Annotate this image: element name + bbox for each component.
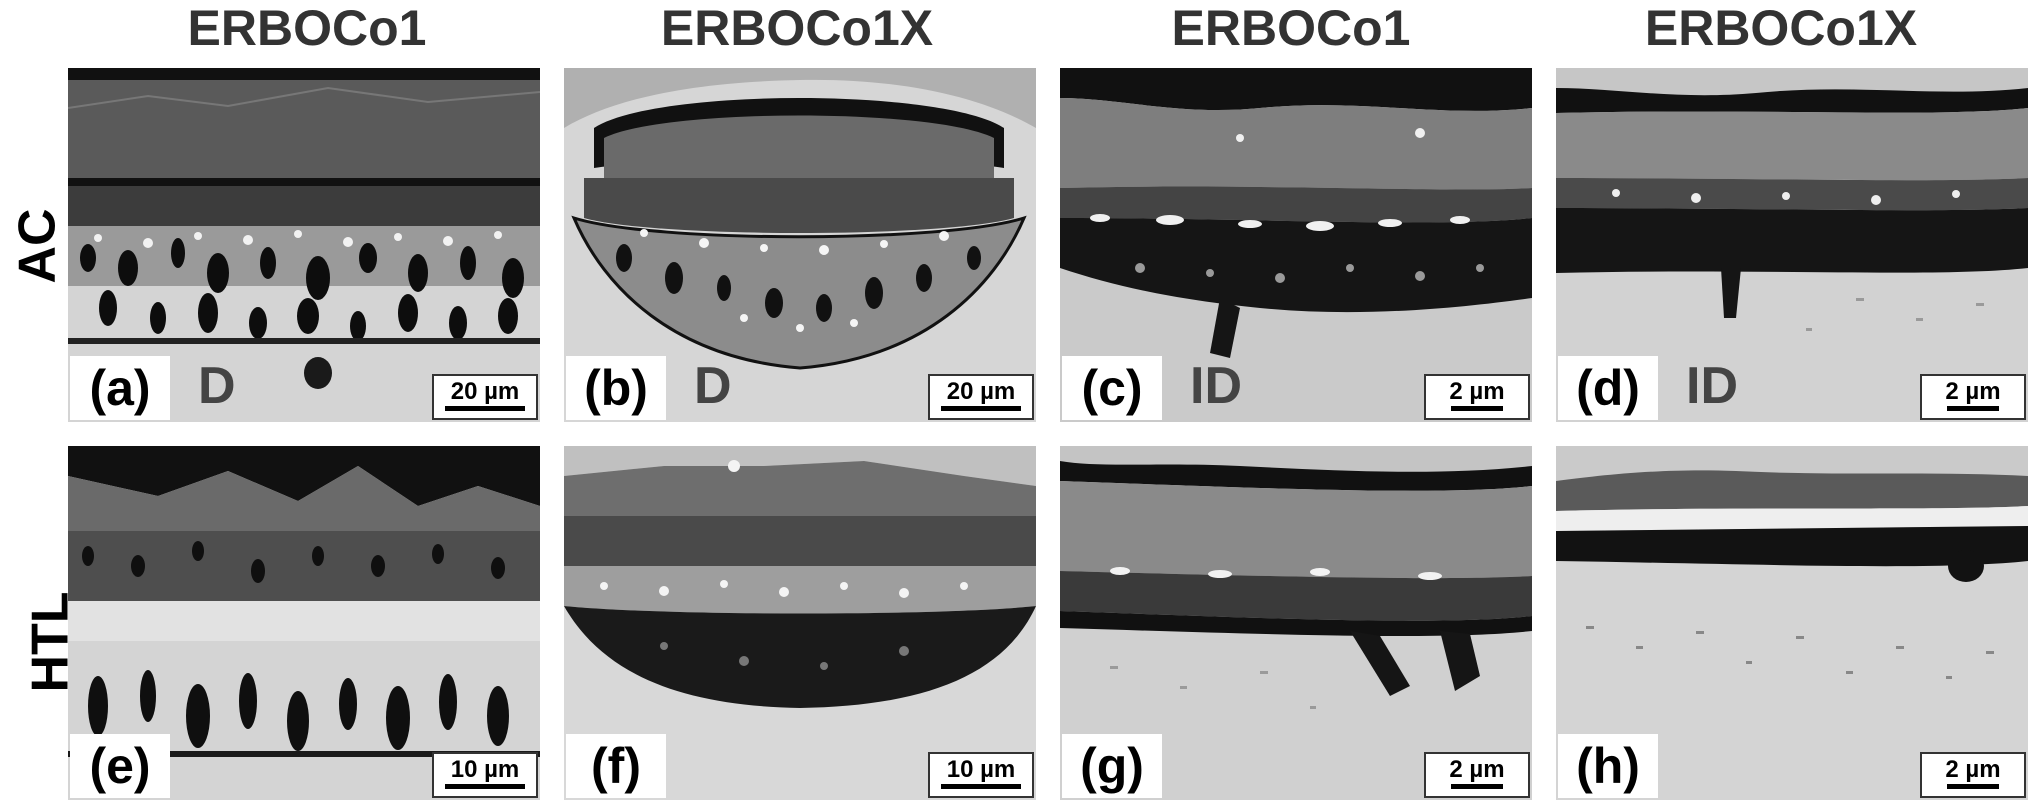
micrograph-panel-e: (e) 10 µm	[68, 446, 540, 800]
panel-letter: (h)	[1558, 734, 1658, 798]
panel-letter: (c)	[1062, 356, 1162, 420]
scale-label: 2 µm	[1945, 756, 2001, 783]
panel-type-label: ID	[1686, 357, 1738, 415]
column-title-1: ERBOCo1	[187, 0, 427, 56]
micrograph-panel-f: (f) 10 µm	[564, 446, 1036, 800]
scale-label: 2 µm	[1449, 756, 1505, 783]
micrograph-image	[68, 68, 540, 422]
scale-label: 2 µm	[1945, 378, 2001, 405]
micrograph-image	[564, 446, 1036, 800]
scale-bar-box: 2 µm	[1424, 374, 1530, 420]
scale-bar-box: 10 µm	[432, 752, 538, 798]
panel-type-label: ID	[1190, 357, 1242, 415]
scale-label: 10 µm	[450, 756, 520, 783]
scale-bar	[941, 406, 1021, 411]
panel-type-label: D	[694, 357, 732, 415]
scale-bar-box: 2 µm	[1920, 752, 2026, 798]
scale-bar	[1451, 406, 1503, 411]
panel-letter: (a)	[70, 356, 170, 420]
panel-letter: (d)	[1558, 356, 1658, 420]
scale-bar-box: 20 µm	[432, 374, 538, 420]
panel-letter: (g)	[1062, 734, 1162, 798]
panel-letter: (e)	[70, 734, 170, 798]
micrograph-panel-a: (a) D 20 µm	[68, 68, 540, 422]
scale-bar-box: 2 µm	[1424, 752, 1530, 798]
scale-bar	[941, 784, 1021, 789]
panel-letter: (b)	[566, 356, 666, 420]
panel-letter: (f)	[566, 734, 666, 798]
row-title-ac: AC	[8, 208, 67, 284]
micrograph-panel-b: (b) D 20 µm	[564, 68, 1036, 422]
panel-type-label: D	[198, 357, 236, 415]
scale-bar	[445, 784, 525, 789]
column-title-3: ERBOCo1	[1171, 0, 1411, 56]
micrograph-panel-g: (g) 2 µm	[1060, 446, 1532, 800]
scale-label: 20 µm	[450, 378, 520, 405]
scale-bar-box: 2 µm	[1920, 374, 2026, 420]
scale-label: 10 µm	[946, 756, 1016, 783]
scale-bar-box: 20 µm	[928, 374, 1034, 420]
column-title-4: ERBOCo1X	[1644, 0, 1918, 56]
scale-bar	[1947, 406, 1999, 411]
micrograph-panel-h: (h) 2 µm	[1556, 446, 2028, 800]
row-title-htl: HTL	[21, 591, 80, 693]
scale-label: 20 µm	[946, 378, 1016, 405]
column-title-2: ERBOCo1X	[660, 0, 934, 56]
scale-bar	[445, 406, 525, 411]
micrograph-panel-d: (d) ID 2 µm	[1556, 68, 2028, 422]
scale-bar	[1947, 784, 1999, 789]
scale-bar-box: 10 µm	[928, 752, 1034, 798]
scale-label: 2 µm	[1449, 378, 1505, 405]
scale-bar	[1451, 784, 1503, 789]
micrograph-panel-c: (c) ID 2 µm	[1060, 68, 1532, 422]
